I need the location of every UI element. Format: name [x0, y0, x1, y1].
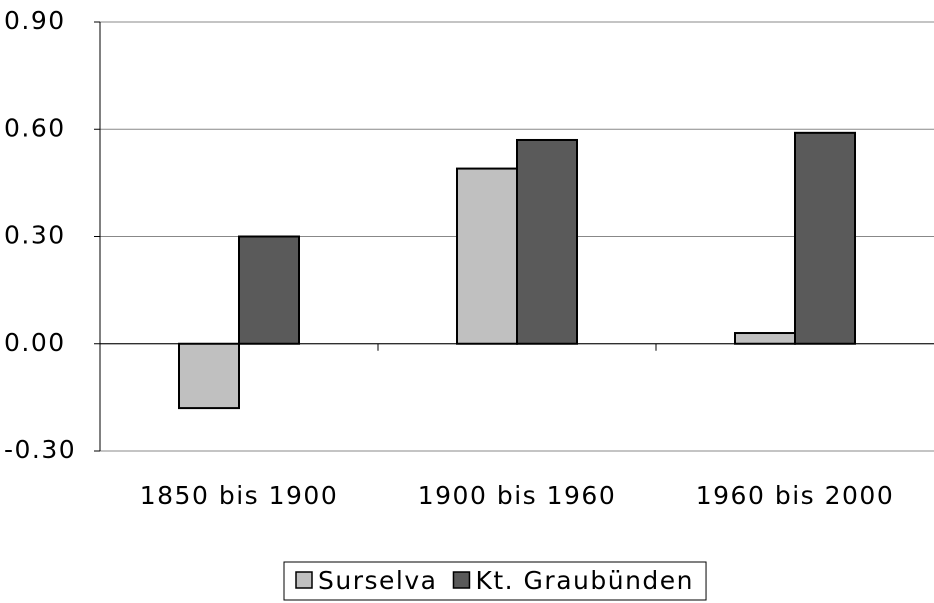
legend-box	[283, 561, 707, 601]
bar	[456, 167, 518, 345]
bar	[734, 332, 796, 345]
y-tick-label: 0.90	[4, 6, 66, 35]
legend-swatch	[295, 571, 313, 589]
legend-label: Surselva	[318, 566, 437, 595]
x-tick-label: 1900 bis 1960	[418, 481, 616, 510]
x-tick-label: 1850 bis 1900	[140, 481, 338, 510]
bar	[794, 131, 856, 345]
bar	[238, 235, 300, 345]
x-tick-label: 1960 bis 2000	[696, 481, 894, 510]
y-tick-label: 0.60	[4, 113, 66, 142]
legend-swatch	[452, 571, 471, 589]
y-tick-label: -0.30	[4, 435, 76, 464]
y-tick-label: 0.00	[4, 328, 66, 357]
y-tick-label: 0.30	[4, 221, 66, 250]
legend-label: Kt. Graubünden	[475, 566, 694, 595]
bar	[178, 342, 240, 410]
bar	[516, 138, 578, 345]
